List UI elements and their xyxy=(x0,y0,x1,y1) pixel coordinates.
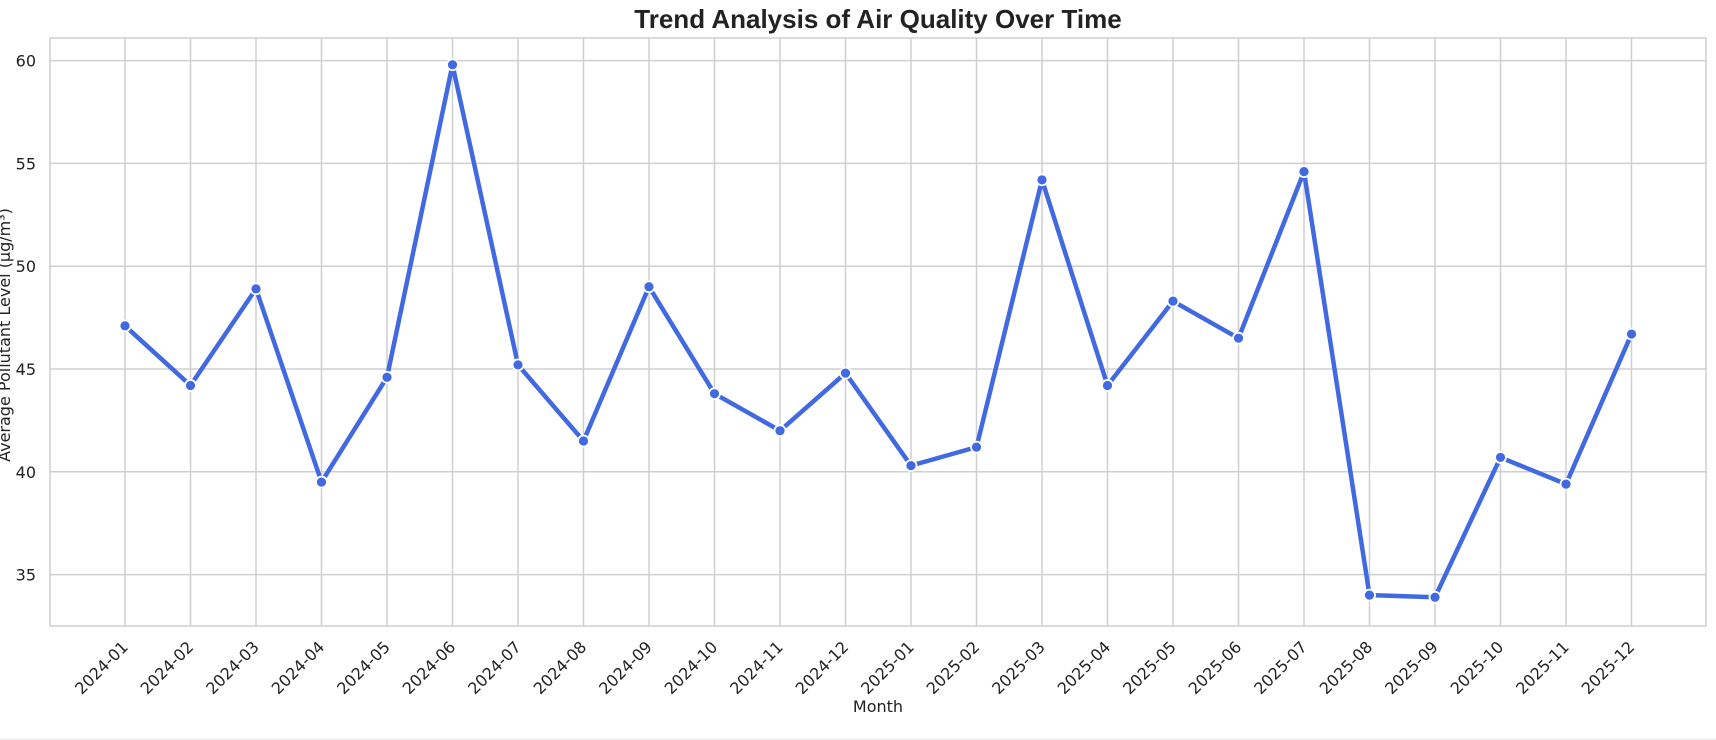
x-tick-label: 2024-03 xyxy=(202,637,263,698)
data-point xyxy=(642,280,656,294)
y-tick-label: 40 xyxy=(16,463,36,482)
plot-frame xyxy=(49,37,1707,627)
x-tick-label: 2025-04 xyxy=(1054,637,1115,698)
x-tick-label: 2024-06 xyxy=(399,637,460,698)
x-tick-label: 2024-05 xyxy=(333,637,394,698)
x-tick-label: 2024-01 xyxy=(71,637,132,698)
data-point xyxy=(839,366,852,380)
x-tick-label: 2025-10 xyxy=(1447,637,1508,698)
x-tick-label: 2025-09 xyxy=(1381,637,1442,698)
x-tick-label: 2024-11 xyxy=(726,637,787,698)
y-axis-label: Average Pollutant Level (μg/m³) xyxy=(0,208,14,462)
x-tick-label: 2025-11 xyxy=(1512,637,1573,698)
data-point xyxy=(1625,327,1638,341)
x-tick-label: 2024-02 xyxy=(137,637,198,698)
y-tick-label: 45 xyxy=(16,360,36,379)
data-point xyxy=(1101,379,1114,392)
y-tick-label: 60 xyxy=(16,52,36,71)
data-point xyxy=(118,319,132,333)
chart-title: Trend Analysis of Air Quality Over Time xyxy=(634,4,1121,34)
data-point xyxy=(1363,588,1376,602)
y-tick-label: 55 xyxy=(16,154,36,173)
data-point xyxy=(1559,477,1573,491)
data-point xyxy=(511,358,525,372)
y-tick-labels: 35 40 45 50 55 60 xyxy=(16,52,36,585)
data-point xyxy=(315,475,328,489)
x-tick-label: 2025-03 xyxy=(988,637,1049,698)
data-point xyxy=(1297,165,1311,179)
grid-layer xyxy=(50,38,1706,626)
x-tick-label: 2024-08 xyxy=(530,637,591,698)
data-point xyxy=(184,379,197,392)
data-point xyxy=(1428,590,1442,604)
x-tick-label: 2024-10 xyxy=(661,637,722,698)
x-tick-label: 2025-01 xyxy=(857,637,918,698)
data-point xyxy=(1166,294,1180,308)
data-point xyxy=(970,440,983,454)
data-point xyxy=(708,387,721,401)
x-tick-labels: 2024-01 2024-02 2024-03 2024-04 2024-05 2024-… xyxy=(71,637,1638,698)
x-tick-label: 2025-07 xyxy=(1250,637,1311,698)
x-tick-label: 2025-05 xyxy=(1119,637,1180,698)
x-tick-label: 2025-06 xyxy=(1185,637,1246,698)
data-point xyxy=(904,459,918,473)
series-line xyxy=(122,62,1634,600)
data-point xyxy=(577,434,590,448)
data-point xyxy=(249,282,263,296)
x-tick-label: 2024-04 xyxy=(268,637,329,698)
x-tick-label: 2024-09 xyxy=(595,637,656,698)
data-point xyxy=(1232,331,1245,345)
x-tick-label: 2024-12 xyxy=(792,637,853,698)
y-tick-label: 50 xyxy=(16,257,36,276)
data-point xyxy=(446,58,459,72)
x-tick-label: 2025-02 xyxy=(923,637,984,698)
data-point xyxy=(380,370,394,384)
x-tick-label: 2025-08 xyxy=(1316,637,1377,698)
data-point xyxy=(773,424,787,438)
data-point xyxy=(1035,173,1049,187)
x-tick-label: 2025-12 xyxy=(1578,637,1639,698)
y-tick-label: 35 xyxy=(16,566,36,585)
bottom-strip xyxy=(0,738,1716,740)
data-point xyxy=(1494,451,1507,464)
x-tick-label: 2024-07 xyxy=(464,637,525,698)
x-axis-label: Month xyxy=(853,697,903,716)
series-layer xyxy=(118,58,1638,604)
